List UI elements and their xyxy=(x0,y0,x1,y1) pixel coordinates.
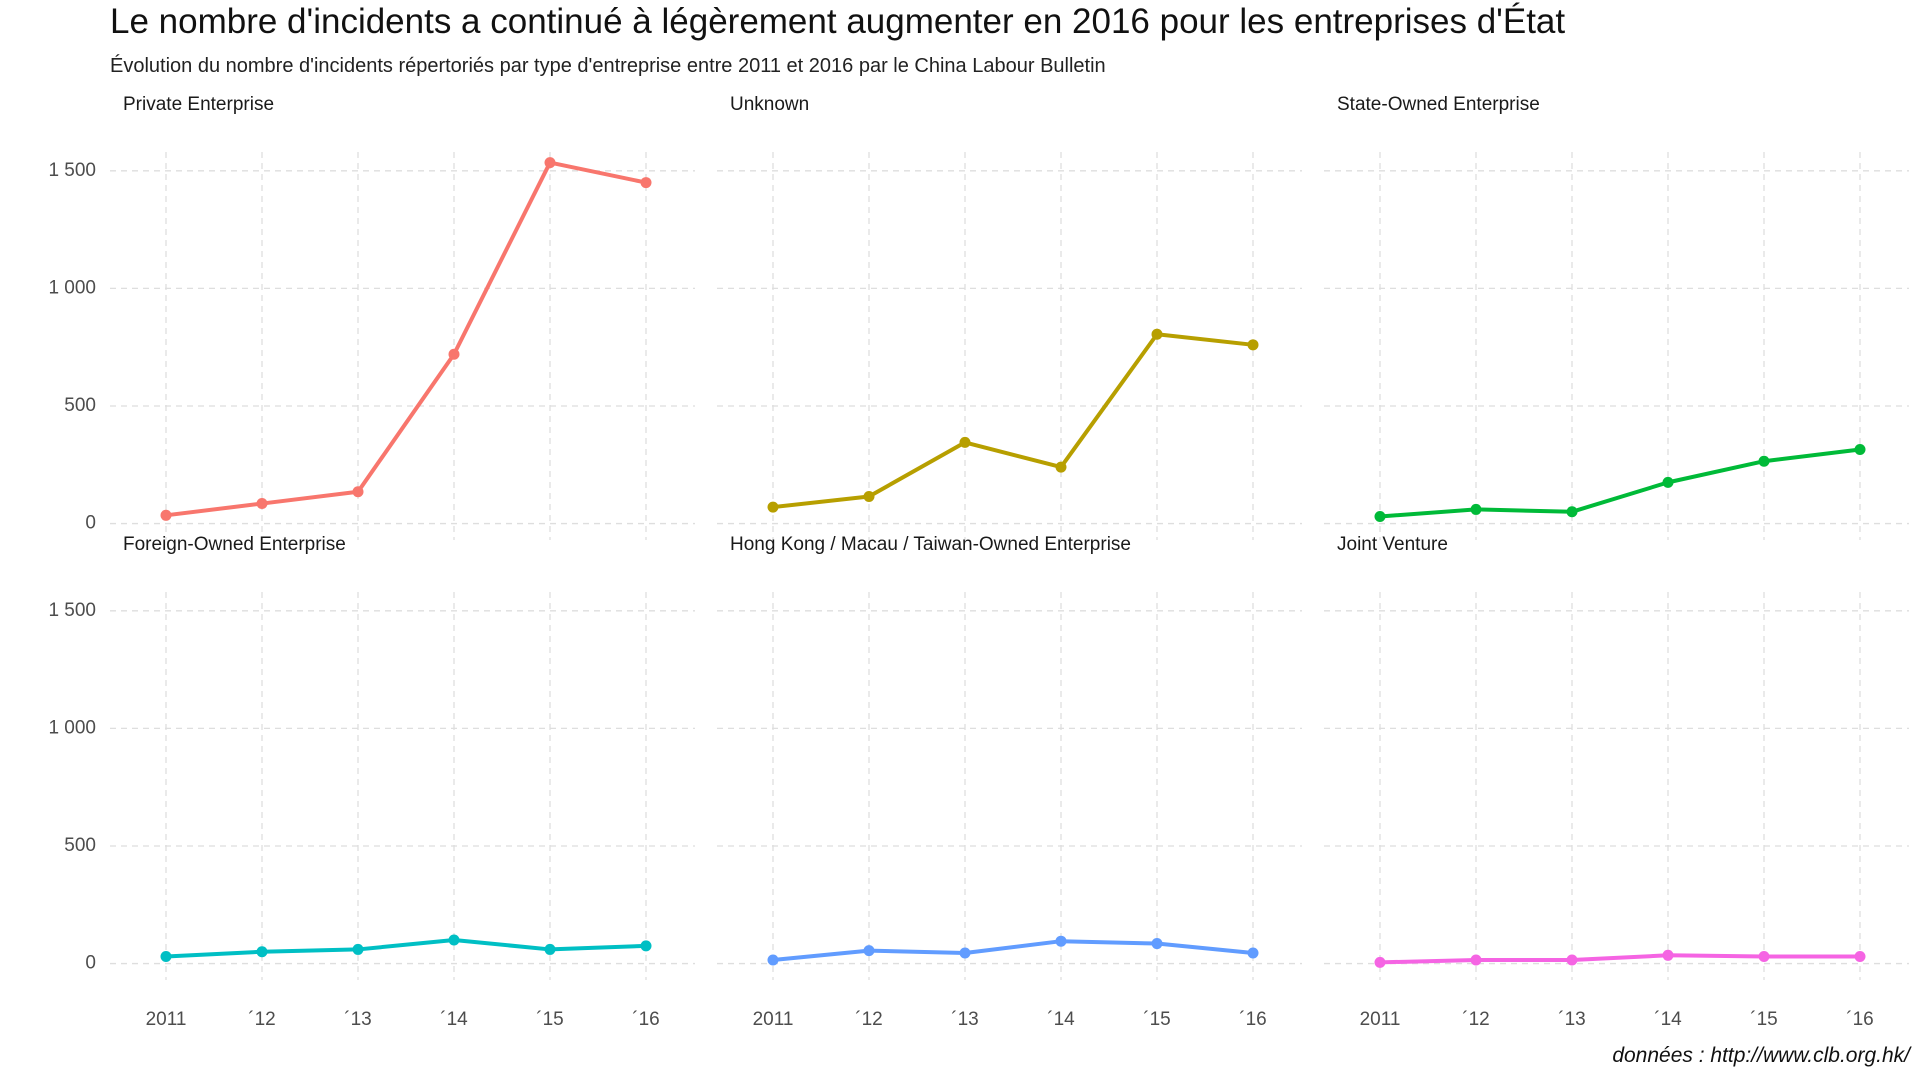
data-point-unknown xyxy=(767,501,779,513)
x-tick-label: ´16 xyxy=(1846,1009,1873,1030)
y-tick-label: 1 000 xyxy=(48,277,96,298)
data-point-hong-kong-macau-taiwan-owned-enterprise xyxy=(1247,947,1259,959)
data-point-joint-venture xyxy=(1374,956,1386,968)
x-tick-label: ´15 xyxy=(1750,1009,1777,1030)
y-tick-label: 0 xyxy=(85,953,96,974)
x-tick-label: ´13 xyxy=(344,1009,371,1030)
x-tick-label: ´16 xyxy=(1239,1009,1266,1030)
series-line-private-enterprise xyxy=(164,160,648,518)
x-tick-label: ´15 xyxy=(1143,1009,1170,1030)
series-line-state-owned-enterprise xyxy=(1378,447,1862,519)
facet-label-state-owned-enterprise: State-Owned Enterprise xyxy=(1337,94,1540,115)
facet-label-foreign-owned-enterprise: Foreign-Owned Enterprise xyxy=(123,534,346,555)
data-point-foreign-owned-enterprise xyxy=(448,934,460,946)
data-point-hong-kong-macau-taiwan-owned-enterprise xyxy=(863,945,875,957)
data-point-state-owned-enterprise xyxy=(1854,443,1866,455)
data-point-unknown xyxy=(863,490,875,502)
data-point-private-enterprise xyxy=(160,509,172,521)
data-point-foreign-owned-enterprise xyxy=(352,943,364,955)
series-line-unknown xyxy=(771,332,1255,510)
y-tick-label: 500 xyxy=(64,835,96,856)
data-point-joint-venture xyxy=(1854,950,1866,962)
data-point-foreign-owned-enterprise xyxy=(160,950,172,962)
data-point-joint-venture xyxy=(1470,954,1482,966)
x-tick-label: ´13 xyxy=(1558,1009,1585,1030)
facet-label-private-enterprise: Private Enterprise xyxy=(123,94,274,115)
data-point-state-owned-enterprise xyxy=(1566,506,1578,518)
data-point-private-enterprise xyxy=(544,157,556,169)
data-point-foreign-owned-enterprise xyxy=(544,943,556,955)
data-point-private-enterprise xyxy=(256,498,268,510)
data-point-joint-venture xyxy=(1758,950,1770,962)
data-point-private-enterprise xyxy=(352,486,364,498)
chart-caption: données : http://www.clb.org.hk/ xyxy=(1612,1044,1910,1067)
x-tick-label: ´15 xyxy=(536,1009,563,1030)
data-point-unknown xyxy=(1247,339,1259,351)
series-line-foreign-owned-enterprise xyxy=(164,938,648,959)
data-point-hong-kong-macau-taiwan-owned-enterprise xyxy=(1151,938,1163,950)
data-point-joint-venture xyxy=(1662,949,1674,961)
y-tick-label: 1 000 xyxy=(48,717,96,738)
chart-title: Le nombre d'incidents a continué à légèr… xyxy=(110,2,1566,41)
x-tick-label: 2011 xyxy=(146,1009,187,1030)
y-tick-label: 1 500 xyxy=(48,600,96,621)
data-point-private-enterprise xyxy=(640,177,652,189)
x-tick-label: ´14 xyxy=(440,1009,468,1030)
data-point-state-owned-enterprise xyxy=(1470,503,1482,515)
data-point-hong-kong-macau-taiwan-owned-enterprise xyxy=(1055,935,1067,947)
data-point-private-enterprise xyxy=(448,348,460,360)
data-point-unknown xyxy=(1055,461,1067,473)
data-point-state-owned-enterprise xyxy=(1758,455,1770,467)
y-tick-label: 0 xyxy=(85,513,96,534)
facet-label-joint-venture: Joint Venture xyxy=(1337,534,1448,555)
data-point-state-owned-enterprise xyxy=(1374,510,1386,522)
data-point-unknown xyxy=(959,436,971,448)
x-tick-label: 2011 xyxy=(753,1009,794,1030)
data-point-joint-venture xyxy=(1566,954,1578,966)
series-line-joint-venture xyxy=(1378,953,1862,965)
data-point-foreign-owned-enterprise xyxy=(256,946,268,958)
data-point-hong-kong-macau-taiwan-owned-enterprise xyxy=(959,947,971,959)
x-tick-label: ´14 xyxy=(1047,1009,1075,1030)
y-tick-label: 1 500 xyxy=(48,160,96,181)
facet-label-unknown: Unknown xyxy=(730,94,809,115)
x-tick-label: ´13 xyxy=(951,1009,978,1030)
series-line-hong-kong-macau-taiwan-owned-enterprise xyxy=(771,939,1255,963)
y-tick-label: 500 xyxy=(64,395,96,416)
x-tick-label: 2011 xyxy=(1360,1009,1401,1030)
facet-label-hong-kong-macau-taiwan-owned-enterprise: Hong Kong / Macau / Taiwan-Owned Enterpr… xyxy=(730,534,1131,555)
x-tick-label: ´12 xyxy=(248,1009,275,1030)
x-tick-label: ´12 xyxy=(855,1009,882,1030)
x-tick-label: ´12 xyxy=(1462,1009,1489,1030)
data-point-unknown xyxy=(1151,328,1163,340)
data-point-hong-kong-macau-taiwan-owned-enterprise xyxy=(767,954,779,966)
x-tick-label: ´14 xyxy=(1654,1009,1682,1030)
data-point-state-owned-enterprise xyxy=(1662,476,1674,488)
data-point-foreign-owned-enterprise xyxy=(640,940,652,952)
chart-subtitle: Évolution du nombre d'incidents répertor… xyxy=(110,55,1106,77)
x-tick-label: ´16 xyxy=(632,1009,659,1030)
